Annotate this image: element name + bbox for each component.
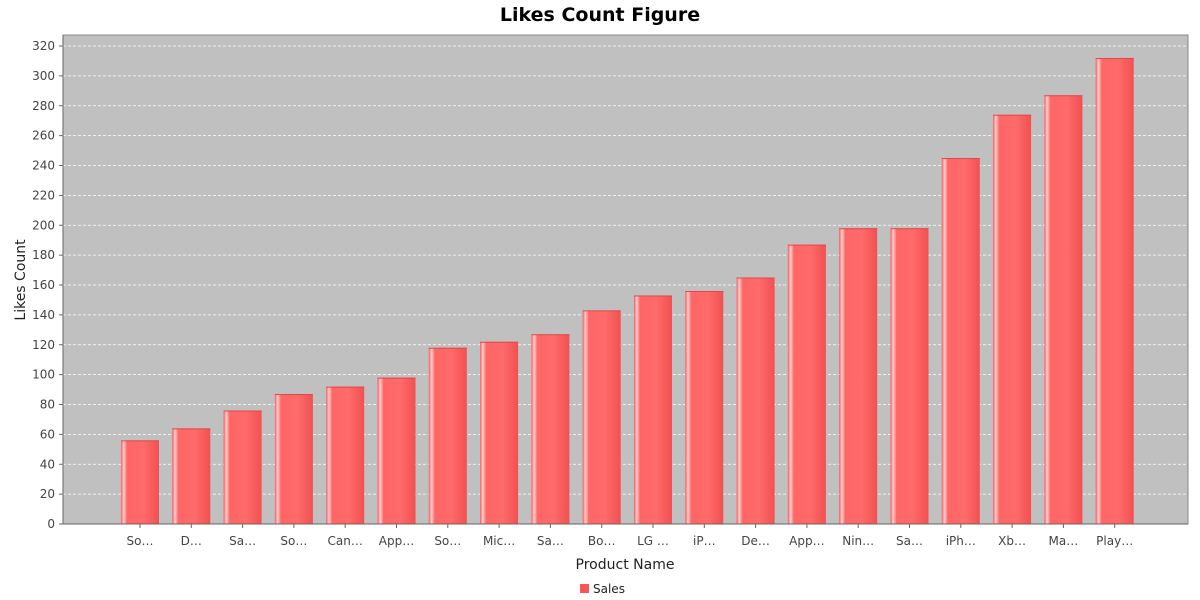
y-tick-label: 140 (32, 308, 55, 322)
x-tick-label: So… (280, 534, 307, 548)
bar (531, 334, 570, 524)
y-tick-label: 240 (32, 159, 55, 173)
y-tick-label: 120 (32, 338, 55, 352)
bar (685, 290, 724, 524)
chart-title: Likes Count Figure (500, 4, 700, 26)
bar (274, 394, 313, 524)
y-tick-label: 320 (32, 39, 55, 53)
bar (993, 114, 1032, 525)
x-tick-label: Nin… (842, 534, 874, 548)
bar (377, 377, 416, 524)
legend-swatch (580, 584, 589, 593)
y-tick-label: 300 (32, 69, 55, 83)
x-tick-label: D… (181, 534, 202, 548)
x-tick-label: Can… (328, 534, 363, 548)
bar (172, 428, 211, 524)
bar (582, 310, 621, 524)
x-axis-label: Product Name (576, 557, 675, 573)
x-tick-label: Sa… (229, 534, 256, 548)
bar (634, 295, 672, 524)
y-axis-ticks: 0 20 40 60 80 100 120 140 160 180 200 220 240 260 280 3… (32, 39, 63, 531)
bars (121, 57, 1134, 525)
y-tick-label: 60 (40, 427, 55, 441)
y-tick-label: 180 (32, 248, 55, 262)
x-tick-label: Ma… (1049, 534, 1079, 548)
x-tick-label: iPh… (946, 534, 976, 548)
y-tick-label: 220 (32, 188, 55, 202)
y-tick-label: 200 (32, 218, 55, 232)
bar (941, 158, 980, 524)
x-tick-label: So… (127, 534, 154, 548)
bar (787, 244, 826, 524)
x-tick-label: Xb… (998, 534, 1026, 548)
x-tick-label: iP… (693, 534, 716, 548)
y-tick-label: 40 (40, 457, 55, 471)
bar (1044, 95, 1083, 524)
y-tick-label: 80 (40, 398, 55, 412)
bar (326, 386, 365, 524)
x-tick-label: App… (789, 534, 824, 548)
x-tick-label: Bo… (588, 534, 616, 548)
x-tick-label: Sa… (896, 534, 923, 548)
x-tick-label: Mic… (483, 534, 515, 548)
x-tick-label: So… (434, 534, 461, 548)
legend-label: Sales (593, 582, 625, 596)
x-tick-label: App… (379, 534, 414, 548)
bar (480, 341, 519, 524)
bar (839, 228, 878, 525)
bar (736, 277, 775, 524)
x-tick-label: Sa… (537, 534, 564, 548)
y-axis-label: Likes Count (13, 239, 29, 321)
y-tick-label: 260 (32, 129, 55, 143)
y-tick-label: 20 (40, 487, 55, 501)
bar (223, 410, 262, 524)
bar (428, 347, 467, 524)
x-tick-label: Play… (1096, 534, 1133, 548)
x-axis-ticks: So… D… Sa… So… Can… App… So… Mic… Sa… Bo… LG … iP… D… (127, 524, 1133, 548)
y-tick-label: 280 (32, 99, 55, 113)
y-tick-label: 100 (32, 368, 55, 382)
y-tick-label: 160 (32, 278, 55, 292)
y-tick-label: 0 (47, 517, 55, 531)
bar (1095, 57, 1134, 524)
x-tick-label: De… (741, 534, 770, 548)
bar (890, 228, 929, 525)
x-tick-label: LG … (637, 534, 669, 548)
bar (121, 440, 159, 524)
legend: Sales (580, 582, 625, 596)
